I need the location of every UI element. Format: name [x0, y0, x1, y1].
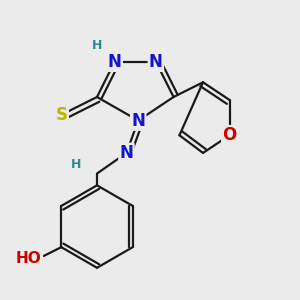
Text: S: S — [56, 106, 68, 124]
Text: N: N — [149, 53, 163, 71]
Text: HO: HO — [16, 251, 42, 266]
Text: N: N — [119, 144, 134, 162]
Text: O: O — [222, 126, 237, 144]
Text: H: H — [71, 158, 82, 171]
Text: N: N — [131, 112, 145, 130]
Text: N: N — [108, 53, 122, 71]
Text: H: H — [92, 39, 102, 52]
